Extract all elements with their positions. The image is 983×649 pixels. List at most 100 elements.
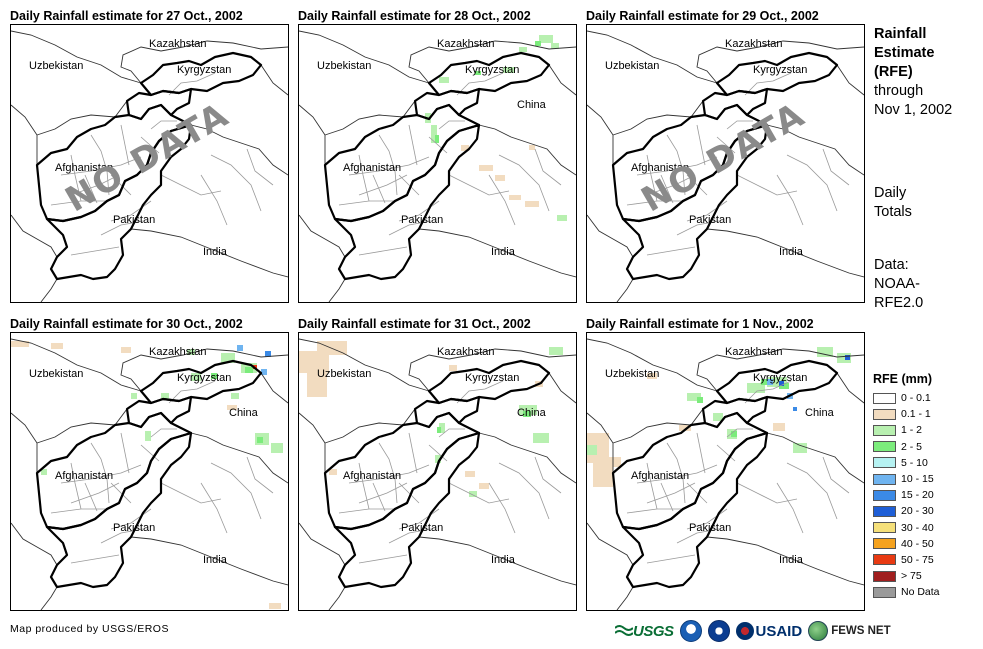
country-label-afghanistan: Afghanistan xyxy=(343,470,401,482)
province-boundary xyxy=(358,462,370,510)
province-boundary xyxy=(498,154,550,212)
rain-patch xyxy=(479,165,493,171)
province-boundary xyxy=(50,508,107,514)
province-boundary xyxy=(70,246,120,256)
rain-patch xyxy=(495,175,505,181)
sidebar-title-line: Nov 1, 2002 xyxy=(874,102,953,118)
rain-patch xyxy=(121,347,131,353)
rain-patch xyxy=(767,379,773,385)
rain-patch xyxy=(41,469,47,475)
map-frame: Kazakhstan Uzbekistan Kyrgyzstan Afghanista… xyxy=(10,332,289,611)
province-boundary xyxy=(70,174,120,196)
province-boundary xyxy=(822,456,850,494)
fews-net-logo-text: FEWS NET xyxy=(831,625,891,637)
rain-patch xyxy=(257,437,263,443)
legend-item: 50 - 75 xyxy=(873,552,981,568)
province-boundary xyxy=(626,508,683,514)
country-label-pakistan: Pakistan xyxy=(401,522,443,534)
map-panel-28oct: Daily Rainfall estimate for 28 Oct., 200… xyxy=(298,8,577,309)
rain-patch xyxy=(837,353,851,363)
legend-label: 30 - 40 xyxy=(901,521,934,534)
province-boundary xyxy=(716,444,736,462)
legend-label: 20 - 30 xyxy=(901,505,934,518)
sidebar-title-line: through xyxy=(874,83,924,99)
panel-title: Daily Rainfall estimate for 27 Oct., 200… xyxy=(10,9,243,23)
rain-patch xyxy=(519,47,527,52)
province-boundary xyxy=(438,428,465,438)
legend-swatch xyxy=(873,570,896,582)
province-boundary xyxy=(428,444,448,462)
rain-patch xyxy=(679,425,691,431)
country-border xyxy=(120,348,288,392)
rain-patch xyxy=(587,445,597,455)
country-border xyxy=(328,586,346,610)
country-border xyxy=(299,522,346,566)
province-boundary xyxy=(448,174,510,196)
legend-item: 0.1 - 1 xyxy=(873,406,981,422)
rain-patch xyxy=(767,377,787,387)
country-label-afghanistan: Afghanistan xyxy=(631,162,689,174)
map-panel-27oct: Daily Rainfall estimate for 27 Oct., 200… xyxy=(10,8,289,309)
country-border xyxy=(478,124,576,176)
rain-patch xyxy=(509,195,521,200)
province-boundary xyxy=(150,120,177,130)
province-boundary xyxy=(168,72,216,96)
province-boundary xyxy=(140,136,160,154)
rain-patch xyxy=(479,483,489,489)
country-label-pakistan: Pakistan xyxy=(113,522,155,534)
country-border xyxy=(299,412,326,473)
country-label-kazakhstan: Kazakhstan xyxy=(437,346,494,358)
focus-country-boundary xyxy=(125,395,193,429)
legend-rows: 0 - 0.1 0.1 - 1 1 - 2 2 - 5 5 - 10 10 - 15 15 … xyxy=(873,390,981,600)
sidebar-totals-line: Daily xyxy=(874,185,907,201)
country-border xyxy=(612,400,716,444)
rain-patch xyxy=(461,145,469,151)
province-boundary xyxy=(408,124,418,166)
country-border xyxy=(587,214,634,258)
legend-item: 0 - 0.1 xyxy=(873,390,981,406)
country-border xyxy=(36,92,140,136)
rain-patch xyxy=(187,349,195,355)
country-border xyxy=(130,536,288,586)
legend-item: 2 - 5 xyxy=(873,439,981,455)
panel-title: Daily Rainfall estimate for 1 Nov., 2002 xyxy=(586,317,814,331)
usgs-logo-text: USGS xyxy=(633,622,674,640)
rain-patch xyxy=(697,397,703,403)
country-border xyxy=(696,40,864,84)
country-label-pakistan: Pakistan xyxy=(689,214,731,226)
focus-country-boundary xyxy=(413,87,481,121)
rain-patch xyxy=(773,423,785,431)
rain-patch xyxy=(299,351,329,373)
country-border xyxy=(299,30,430,84)
province-boundary xyxy=(246,148,274,186)
province-boundary xyxy=(84,174,98,204)
country-label-india: India xyxy=(203,554,228,566)
focus-country-boundary xyxy=(621,123,769,281)
country-border xyxy=(260,372,288,404)
country-border xyxy=(616,278,634,302)
province-boundary xyxy=(100,220,144,236)
country-border xyxy=(766,124,864,176)
legend-item: No Data xyxy=(873,584,981,600)
country-border xyxy=(587,522,634,566)
province-boundary xyxy=(246,456,274,494)
province-boundary xyxy=(408,432,418,474)
rain-patch xyxy=(131,393,137,399)
sidebar-totals-line: Totals xyxy=(874,204,912,220)
legend-label: 15 - 20 xyxy=(901,489,934,502)
country-label-kyrgyzstan: Kyrgyzstan xyxy=(753,64,807,76)
province-boundary xyxy=(160,174,222,196)
country-label-afghanistan: Afghanistan xyxy=(55,162,113,174)
country-border xyxy=(418,228,576,278)
logo-bar: USGS USAID FEWS NET xyxy=(615,618,891,644)
province-boundary xyxy=(200,482,228,534)
sidebar-data-line: Data: xyxy=(874,257,909,273)
province-boundary xyxy=(696,432,706,474)
country-border xyxy=(190,432,288,484)
nasa-logo-icon xyxy=(707,620,730,642)
rain-patch xyxy=(51,343,63,349)
rain-patch xyxy=(329,469,337,475)
province-boundary xyxy=(776,482,804,534)
province-boundary xyxy=(160,482,222,504)
country-label-afghanistan: Afghanistan xyxy=(55,470,113,482)
